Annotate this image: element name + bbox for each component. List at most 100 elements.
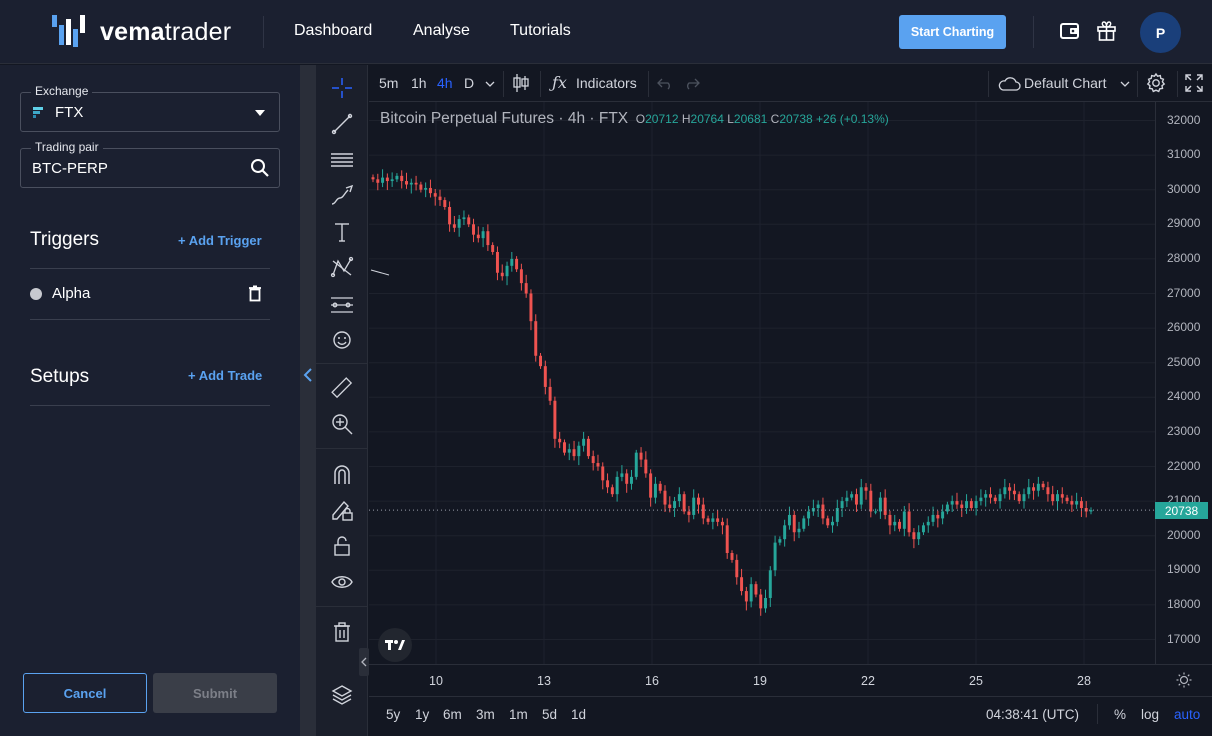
vematrader-logo[interactable]: vematrader — [52, 14, 231, 50]
timeframe-4h[interactable]: 4h — [437, 75, 453, 91]
brightness-icon[interactable] — [1176, 672, 1192, 688]
start-charting-button[interactable]: Start Charting — [899, 15, 1006, 49]
high-value: 20764 — [690, 112, 724, 126]
range-1d[interactable]: 1d — [571, 707, 587, 722]
indicators-button[interactable]: Indicators — [576, 75, 637, 91]
add-trade-link[interactable]: + Add Trade — [188, 368, 263, 383]
candle-body — [950, 501, 954, 505]
candle-body — [1070, 501, 1074, 505]
collapse-sidebar-icon[interactable] — [303, 367, 313, 383]
redo-icon[interactable] — [684, 76, 700, 90]
collapse-toolbar-tab[interactable] — [359, 648, 369, 676]
nav-analyse[interactable]: Analyse — [413, 22, 470, 39]
nav-dashboard[interactable]: Dashboard — [294, 22, 373, 39]
candle-body — [601, 466, 605, 481]
candle-body — [740, 577, 744, 592]
candle-body — [1012, 490, 1016, 495]
ruler-icon[interactable] — [330, 376, 354, 400]
range-1y[interactable]: 1y — [415, 707, 430, 722]
candle-body — [993, 497, 997, 502]
emoji-icon[interactable] — [330, 328, 354, 352]
candle-body — [1017, 494, 1021, 502]
chart-layout-name[interactable]: Default Chart — [1024, 75, 1107, 91]
candle-body — [778, 539, 782, 543]
zoom-in-icon[interactable] — [330, 412, 354, 436]
timeframe-1h[interactable]: 1h — [411, 75, 427, 91]
range-6m[interactable]: 6m — [443, 707, 462, 722]
candle-body — [476, 234, 480, 239]
percent-scale-toggle[interactable]: % — [1114, 707, 1127, 722]
log-scale-toggle[interactable]: log — [1141, 707, 1160, 722]
cancel-button[interactable]: Cancel — [23, 673, 147, 713]
price-tick-label: 23000 — [1167, 423, 1201, 438]
candle-body — [797, 528, 801, 533]
candlestick-chart[interactable] — [369, 102, 1155, 664]
candle-body — [749, 584, 753, 602]
candle-body — [931, 514, 935, 522]
lock-drawings-icon[interactable] — [330, 498, 354, 522]
add-trigger-link[interactable]: + Add Trigger — [178, 233, 262, 248]
range-1m[interactable]: 1m — [509, 707, 528, 722]
candle-body — [725, 525, 729, 553]
user-trend-line[interactable] — [370, 269, 390, 276]
unlock-icon[interactable] — [330, 534, 354, 558]
candle-body — [500, 272, 504, 277]
range-5d[interactable]: 5d — [542, 707, 558, 722]
gift-icon[interactable] — [1096, 20, 1117, 41]
candle-body — [864, 487, 868, 491]
chevron-down-icon — [255, 110, 265, 116]
chart-area[interactable] — [369, 65, 1212, 736]
range-5y[interactable]: 5y — [386, 707, 401, 722]
chevron-left-icon — [361, 657, 367, 667]
brush-icon[interactable] — [330, 184, 354, 208]
candle-body — [835, 508, 839, 522]
trigger-item-alpha[interactable]: Alpha — [52, 285, 91, 302]
triggers-title: Triggers — [30, 229, 99, 250]
time-tick-label: 10 — [429, 674, 443, 688]
fullscreen-icon[interactable] — [1185, 74, 1203, 92]
auto-scale-toggle[interactable]: auto — [1174, 707, 1201, 722]
panel-splitter[interactable] — [300, 65, 316, 736]
price-tick-label: 20000 — [1167, 527, 1201, 542]
text-tool-icon[interactable] — [330, 220, 354, 244]
exchange-select[interactable]: Exchange FTX — [20, 84, 280, 132]
trend-line-icon[interactable] — [330, 112, 354, 136]
hide-drawings-icon[interactable] — [330, 570, 354, 594]
user-avatar[interactable]: P — [1140, 12, 1181, 53]
candle-body — [960, 504, 964, 509]
trading-pair-field[interactable]: Trading pair BTC-PERP — [20, 140, 280, 188]
toolbar-divider — [316, 448, 368, 449]
forecast-tool-icon[interactable] — [330, 292, 354, 316]
undo-icon[interactable] — [657, 76, 673, 90]
delete-trigger-icon[interactable] — [247, 285, 263, 302]
price-axis[interactable] — [1155, 102, 1212, 664]
time-axis[interactable] — [369, 664, 1212, 696]
toolbar-divider — [540, 71, 541, 97]
tradingview-badge[interactable] — [378, 628, 412, 662]
horizontal-lines-icon[interactable] — [330, 148, 354, 172]
search-icon[interactable] — [250, 158, 270, 178]
candle-body — [572, 449, 576, 457]
candle-body — [1036, 483, 1040, 491]
trash-icon[interactable] — [330, 620, 354, 644]
crosshair-icon[interactable] — [330, 76, 354, 100]
candle-body — [792, 514, 796, 533]
chevron-down-icon[interactable] — [485, 80, 495, 88]
candle-body — [917, 532, 921, 540]
candle-body — [759, 594, 763, 609]
candles-type-icon[interactable] — [512, 73, 530, 93]
object-tree-icon[interactable] — [330, 683, 354, 707]
submit-button[interactable]: Submit — [153, 673, 277, 713]
gear-icon[interactable] — [1145, 72, 1167, 94]
wallet-icon[interactable] — [1060, 22, 1080, 40]
nav-tutorials[interactable]: Tutorials — [510, 22, 571, 39]
timeframe-5m[interactable]: 5m — [379, 75, 399, 91]
pattern-tool-icon[interactable] — [330, 255, 354, 279]
timeframe-d[interactable]: D — [464, 75, 475, 91]
chevron-down-icon[interactable] — [1120, 80, 1130, 88]
magnet-icon[interactable] — [330, 462, 354, 486]
candle-body — [969, 501, 973, 509]
candle-body — [1003, 487, 1007, 495]
price-tick-label: 26000 — [1167, 320, 1201, 335]
range-3m[interactable]: 3m — [476, 707, 495, 722]
